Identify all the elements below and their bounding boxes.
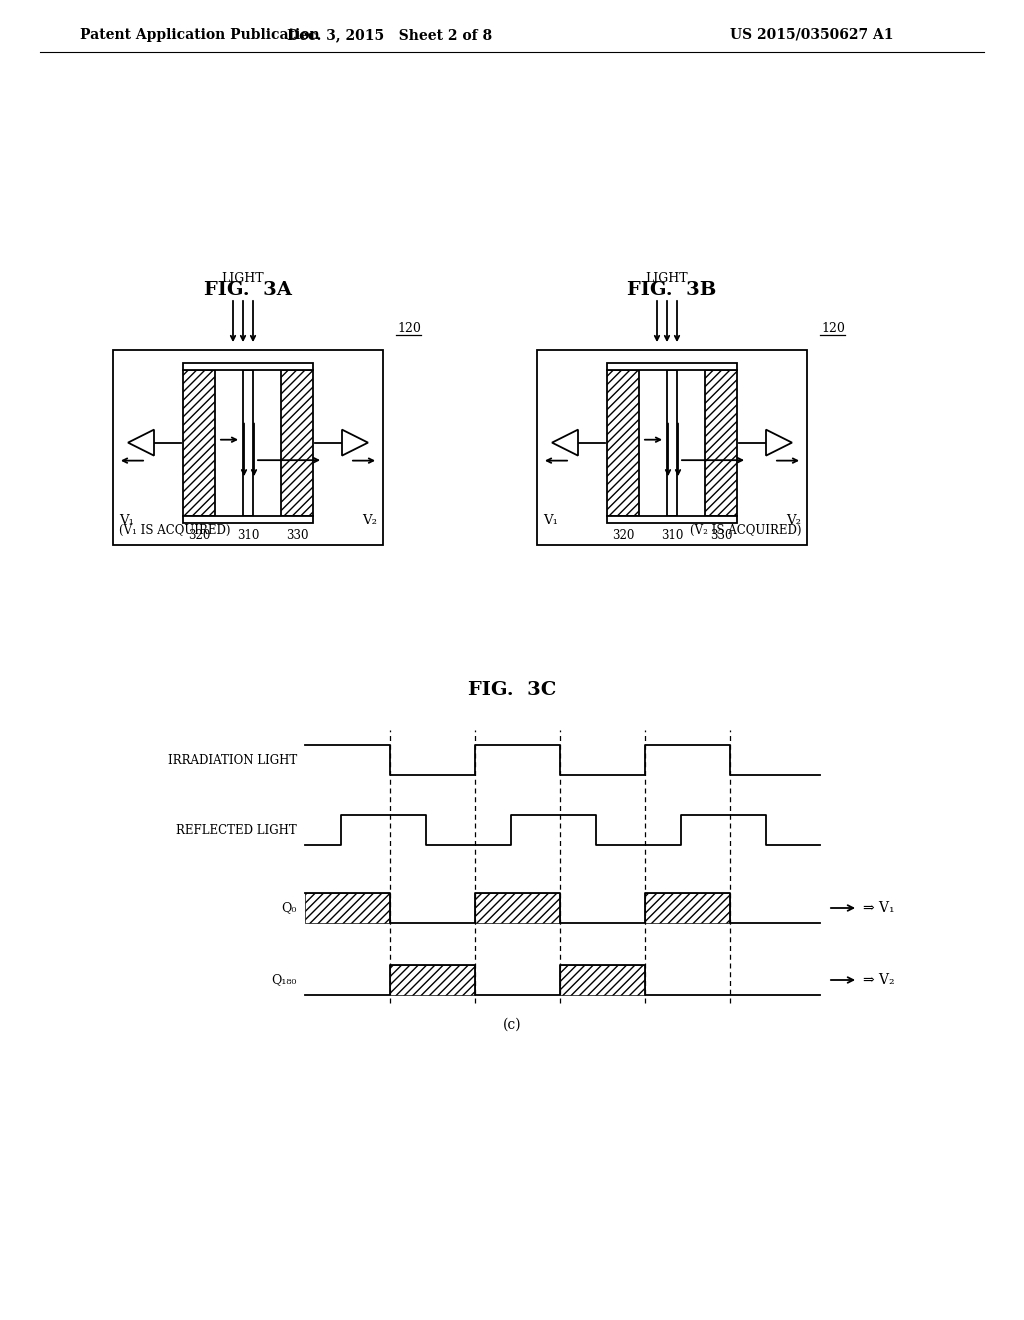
Text: (V₂ IS ACQUIRED): (V₂ IS ACQUIRED): [689, 524, 801, 537]
Text: LIGHT: LIGHT: [646, 272, 688, 285]
Text: REFLECTED LIGHT: REFLECTED LIGHT: [176, 824, 297, 837]
Text: 330: 330: [710, 529, 732, 543]
Text: V₂: V₂: [786, 513, 801, 527]
Text: 330: 330: [286, 529, 308, 543]
Bar: [113, 350, 383, 545]
Text: 310: 310: [660, 529, 683, 543]
Text: 310: 310: [237, 529, 259, 543]
Polygon shape: [128, 429, 154, 455]
Text: 320: 320: [611, 529, 634, 543]
Bar: [281, 370, 313, 516]
Text: (c): (c): [503, 1018, 521, 1032]
Polygon shape: [766, 429, 792, 455]
Text: 120: 120: [821, 322, 845, 334]
Text: V₁: V₁: [119, 513, 134, 527]
Text: ⇒ V₂: ⇒ V₂: [863, 973, 895, 987]
Text: FIG.  3C: FIG. 3C: [468, 681, 556, 700]
Polygon shape: [342, 429, 368, 455]
Text: FIG.  3A: FIG. 3A: [204, 281, 292, 300]
Bar: [705, 370, 737, 516]
Polygon shape: [552, 429, 578, 455]
Bar: [645, 894, 730, 923]
Text: US 2015/0350627 A1: US 2015/0350627 A1: [730, 28, 894, 42]
Text: Dec. 3, 2015   Sheet 2 of 8: Dec. 3, 2015 Sheet 2 of 8: [288, 28, 493, 42]
Bar: [243, 370, 253, 516]
Bar: [183, 370, 215, 516]
Text: 320: 320: [187, 529, 210, 543]
Text: Patent Application Publication: Patent Application Publication: [80, 28, 319, 42]
Bar: [537, 350, 807, 545]
Bar: [607, 370, 639, 516]
Bar: [390, 965, 475, 995]
Bar: [475, 894, 560, 923]
Text: (V₁ IS ACQUIRED): (V₁ IS ACQUIRED): [119, 524, 230, 537]
Text: LIGHT: LIGHT: [221, 272, 264, 285]
Bar: [305, 894, 390, 923]
Text: ⇒ V₁: ⇒ V₁: [863, 902, 895, 915]
Text: V₁: V₁: [543, 513, 558, 527]
Text: 120: 120: [397, 322, 421, 334]
Text: Q₁₈₀: Q₁₈₀: [271, 974, 297, 986]
Text: Q₀: Q₀: [282, 902, 297, 915]
Text: V₂: V₂: [362, 513, 377, 527]
Bar: [607, 363, 737, 370]
Bar: [560, 965, 645, 995]
Bar: [183, 363, 313, 370]
Bar: [667, 370, 677, 516]
Text: FIG.  3B: FIG. 3B: [628, 281, 717, 300]
Bar: [183, 516, 313, 523]
Text: IRRADIATION LIGHT: IRRADIATION LIGHT: [168, 754, 297, 767]
Bar: [607, 516, 737, 523]
